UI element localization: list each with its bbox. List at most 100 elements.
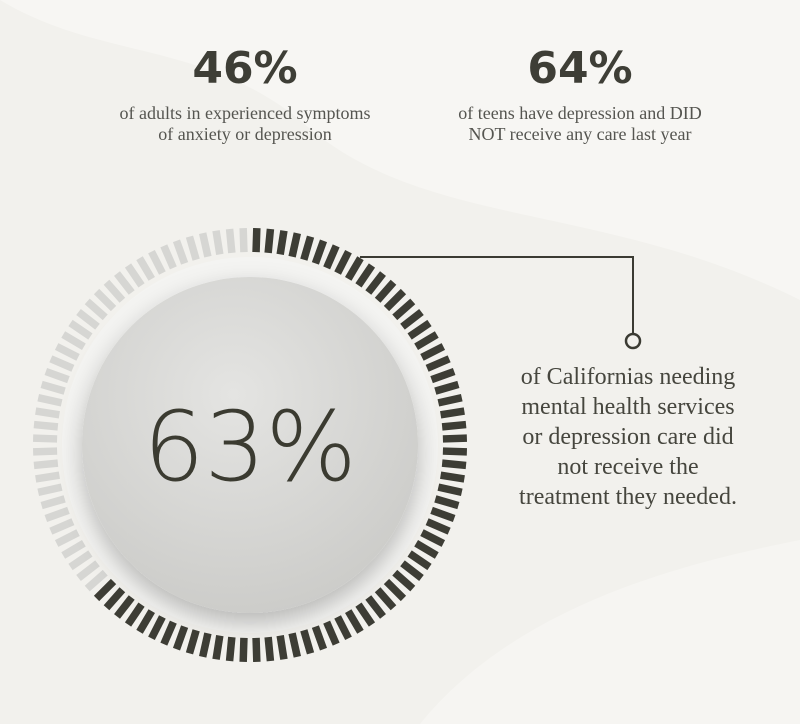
gauge-segment bbox=[44, 506, 70, 523]
gauge-segment bbox=[276, 230, 288, 255]
gauge-segment bbox=[212, 635, 224, 660]
gauge-segment bbox=[414, 540, 439, 559]
gauge-segment bbox=[442, 434, 468, 443]
gauge-segment bbox=[49, 518, 75, 535]
gauge-segment bbox=[199, 632, 212, 658]
bg-shape bbox=[0, 0, 800, 300]
gauge-segment bbox=[239, 227, 248, 253]
gauge-segment bbox=[441, 420, 467, 431]
gauge-segment bbox=[374, 279, 397, 303]
stat-value: 64% bbox=[527, 43, 632, 94]
gauge-segment bbox=[430, 506, 456, 523]
gauge-segment bbox=[300, 235, 315, 261]
gauge-segment bbox=[61, 331, 86, 350]
gauge-segment bbox=[323, 620, 340, 646]
main-caption-line: not receive the bbox=[557, 454, 698, 480]
main-caption-line: mental health services bbox=[521, 394, 734, 420]
gauge-segment bbox=[252, 227, 261, 253]
gauge-segment bbox=[199, 232, 212, 258]
gauge bbox=[32, 227, 468, 663]
gauge-segment bbox=[441, 459, 467, 470]
gauge-segment bbox=[300, 629, 315, 655]
connector bbox=[360, 256, 634, 334]
gauge-segment bbox=[136, 609, 155, 634]
gauge-segment bbox=[383, 288, 407, 312]
gauge-segment bbox=[44, 367, 70, 384]
gauge-segment bbox=[93, 288, 117, 312]
gauge-segment bbox=[425, 518, 451, 535]
gauge-segment bbox=[442, 447, 468, 456]
gauge-segment bbox=[124, 263, 145, 288]
main-caption: of Californias needing mental health serv… bbox=[519, 364, 737, 510]
gauge-segment bbox=[212, 230, 224, 255]
main-percent: 63% bbox=[143, 391, 356, 503]
gauge-segment bbox=[383, 578, 407, 602]
gauge-segment bbox=[32, 434, 58, 443]
gauge-segment bbox=[400, 309, 424, 330]
gauge-segment bbox=[392, 298, 416, 321]
gauge-segment bbox=[37, 394, 63, 407]
gauge-segment bbox=[172, 239, 189, 265]
gauge-segment bbox=[311, 239, 328, 265]
gauge-segment bbox=[185, 235, 200, 261]
gauge-disc bbox=[82, 277, 418, 613]
gauge-segment bbox=[440, 471, 465, 483]
gauge-segment bbox=[54, 343, 80, 361]
gauge-filled bbox=[93, 227, 468, 663]
gauge-segment bbox=[334, 249, 352, 275]
gauge-segment bbox=[172, 625, 189, 651]
gauge-segment bbox=[239, 637, 248, 663]
gauge-segment bbox=[40, 495, 66, 510]
gauge-segment bbox=[288, 232, 301, 258]
gauge-segment bbox=[160, 244, 177, 270]
gauge-segment bbox=[434, 495, 460, 510]
main-caption-line: treatment they needed. bbox=[519, 484, 737, 510]
stat-caption: of teens have depression and DID bbox=[458, 103, 701, 123]
gauge-segment bbox=[93, 578, 117, 602]
gauge-segment bbox=[345, 256, 364, 281]
main-caption-line: or depression care did bbox=[522, 424, 733, 450]
gauge-segment bbox=[76, 309, 100, 330]
gauge-segment bbox=[365, 595, 386, 619]
gauge-empty bbox=[32, 227, 248, 592]
gauge-segment bbox=[414, 331, 439, 350]
gauge-segment bbox=[136, 256, 155, 281]
gauge-segment bbox=[264, 228, 275, 254]
gauge-segment bbox=[84, 298, 108, 321]
gauge-segment bbox=[40, 380, 66, 395]
gauge-segment bbox=[323, 244, 340, 270]
gauge-segment bbox=[103, 587, 126, 611]
gauge-segment bbox=[33, 420, 59, 431]
gauge-segment bbox=[434, 380, 460, 395]
gauge-segment bbox=[392, 569, 416, 592]
gauge-segment bbox=[35, 471, 60, 483]
gauge-segment bbox=[114, 271, 135, 295]
gauge-segment bbox=[252, 637, 261, 663]
gauge-segment bbox=[355, 263, 376, 288]
gauge-segment bbox=[33, 459, 59, 470]
gauge-segment bbox=[437, 483, 463, 496]
gauge-segment bbox=[264, 636, 275, 662]
gauge-segment bbox=[407, 550, 432, 571]
gauge-segment bbox=[68, 319, 93, 340]
gauge-segment bbox=[345, 609, 364, 634]
gauge-segment bbox=[437, 394, 463, 407]
stat-value: 46% bbox=[192, 43, 297, 94]
gauge-segment bbox=[225, 636, 236, 662]
gauge-segment bbox=[160, 620, 177, 646]
gauge-segment bbox=[288, 632, 301, 658]
gauge-segment bbox=[148, 249, 166, 275]
gauge-segment bbox=[114, 595, 135, 619]
gauge-segment bbox=[185, 629, 200, 655]
gauge-segment bbox=[225, 228, 236, 254]
gauge-segment bbox=[420, 343, 446, 361]
gauge-segment bbox=[430, 367, 456, 384]
gauge-segment bbox=[420, 529, 446, 547]
gauge-segment bbox=[440, 407, 465, 419]
gauge-segment bbox=[334, 615, 352, 641]
stat-caption: of anxiety or depression bbox=[158, 124, 331, 144]
gauge-segment bbox=[84, 569, 108, 592]
